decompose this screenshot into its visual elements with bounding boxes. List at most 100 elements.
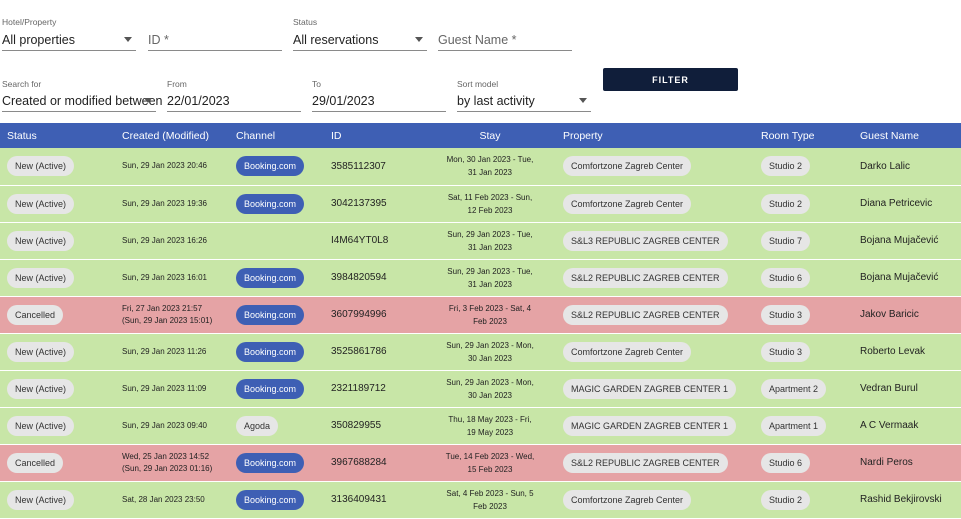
hotel-label: Hotel/Property <box>2 17 57 27</box>
created-cell: Wed, 25 Jan 2023 14:52 (Sun, 29 Jan 2023 … <box>115 444 229 481</box>
id-cell: 3136409431 <box>324 481 424 518</box>
reservation-id[interactable]: 2321189712 <box>331 383 386 394</box>
chevron-down-icon <box>579 98 587 103</box>
reservation-id[interactable]: 3042137395 <box>331 198 387 209</box>
reservation-id[interactable]: 3525861786 <box>331 346 387 357</box>
status-cell: New (Active) <box>0 259 115 296</box>
column-header-property[interactable]: Property <box>563 129 603 142</box>
column-header-room-type[interactable]: Room Type <box>761 129 815 142</box>
room-type-chip: Studio 6 <box>761 267 811 288</box>
room-type-cell: Apartment 2 <box>739 370 853 407</box>
table-row[interactable]: New (Active) Sat, 28 Jan 2023 23:50 Book… <box>0 481 961 518</box>
created-date: Sun, 29 Jan 2023 16:26 <box>122 235 207 245</box>
guest-name-field[interactable]: Guest Name * <box>438 14 572 51</box>
column-header-id[interactable]: ID <box>331 129 342 142</box>
table-row[interactable]: New (Active) Sun, 29 Jan 2023 11:26 Book… <box>0 333 961 370</box>
table-row[interactable]: Cancelled Wed, 25 Jan 2023 14:52 (Sun, 29… <box>0 444 961 481</box>
modified-date: (Sun, 29 Jan 2023 15:01) <box>122 315 213 325</box>
guest-cell: Rashid Bekjirovski <box>853 481 961 518</box>
status-cell: New (Active) <box>0 333 115 370</box>
column-header-stay[interactable]: Stay <box>479 129 501 142</box>
reservation-id[interactable]: 3967688284 <box>331 457 387 468</box>
property-cell: S&L2 REPUBLIC ZAGREB CENTER <box>556 259 739 296</box>
stay-cell: Sun, 29 Jan 2023 - Tue, 31 Jan 2023 <box>424 222 556 259</box>
stay-line-2: 31 Jan 2023 <box>467 279 513 289</box>
reservation-id[interactable]: 3136409431 <box>331 494 387 505</box>
table-row[interactable]: Cancelled Fri, 27 Jan 2023 21:57 (Sun, 29… <box>0 296 961 333</box>
stay-cell: Sat, 4 Feb 2023 - Sun, 5 Feb 2023 <box>424 481 556 518</box>
created-date: Sun, 29 Jan 2023 16:01 <box>122 272 207 282</box>
column-header-created[interactable]: Created (Modified) <box>122 129 209 142</box>
status-cell: Cancelled <box>0 444 115 481</box>
created-cell: Sun, 29 Jan 2023 16:01 <box>115 259 229 296</box>
room-type-chip: Apartment 2 <box>761 378 827 399</box>
room-type-cell: Studio 2 <box>739 148 853 185</box>
stay-line-1: Sun, 29 Jan 2023 - Mon, <box>446 377 534 387</box>
reservation-id[interactable]: 3607994996 <box>331 309 387 320</box>
status-chip: Cancelled <box>7 304 64 325</box>
created-date: Sun, 29 Jan 2023 11:26 <box>122 346 207 356</box>
channel-cell: Booking.com <box>229 481 324 518</box>
stay-line-2: 19 May 2023 <box>466 427 514 437</box>
status-chip: New (Active) <box>7 415 75 436</box>
status-chip: New (Active) <box>7 341 75 362</box>
to-date-field[interactable]: To 29/01/2023 <box>312 75 446 112</box>
room-type-cell: Studio 6 <box>739 444 853 481</box>
room-type-chip: Studio 2 <box>761 193 811 214</box>
chevron-down-icon <box>415 37 423 42</box>
status-cell: New (Active) <box>0 185 115 222</box>
sort-select[interactable]: Sort model by last activity <box>457 75 591 112</box>
created-cell: Sat, 28 Jan 2023 23:50 <box>115 481 229 518</box>
guest-cell: Vedran Burul <box>853 370 961 407</box>
created-cell: Sun, 29 Jan 2023 20:46 <box>115 148 229 185</box>
room-type-cell: Studio 7 <box>739 222 853 259</box>
id-cell: I4M64YT0L8 <box>324 222 424 259</box>
stay-cell: Tue, 14 Feb 2023 - Wed, 15 Feb 2023 <box>424 444 556 481</box>
stay-cell: Fri, 3 Feb 2023 - Sat, 4 Feb 2023 <box>424 296 556 333</box>
table-row[interactable]: New (Active) Sun, 29 Jan 2023 09:40 Agod… <box>0 407 961 444</box>
table-row[interactable]: New (Active) Sun, 29 Jan 2023 16:01 Book… <box>0 259 961 296</box>
reservation-id[interactable]: 350829955 <box>331 420 382 431</box>
hotel-select[interactable]: Hotel/Property All properties <box>2 14 136 51</box>
stay-line-2: 31 Jan 2023 <box>467 242 513 252</box>
table-row[interactable]: New (Active) Sun, 29 Jan 2023 16:26 I4M6… <box>0 222 961 259</box>
id-field[interactable]: ID * <box>148 14 282 51</box>
channel-cell: Booking.com <box>229 259 324 296</box>
stay-cell: Sun, 29 Jan 2023 - Tue, 31 Jan 2023 <box>424 259 556 296</box>
reservation-id[interactable]: 3984820594 <box>331 272 387 283</box>
to-label: To <box>312 79 321 89</box>
guest-name: Roberto Levak <box>860 346 926 357</box>
channel-chip: Agoda <box>236 415 279 436</box>
channel-chip: Booking.com <box>236 267 305 288</box>
column-header-guest-name[interactable]: Guest Name <box>860 129 919 142</box>
table-row[interactable]: New (Active) Sun, 29 Jan 2023 11:09 Book… <box>0 370 961 407</box>
column-header-channel[interactable]: Channel <box>236 129 276 142</box>
from-date-field[interactable]: From 22/01/2023 <box>167 75 301 112</box>
reservation-id[interactable]: 3585112307 <box>331 160 386 172</box>
stay-line-2: Feb 2023 <box>473 501 507 511</box>
stay-line-1: Sat, 4 Feb 2023 - Sun, 5 <box>446 488 534 498</box>
guest-name: Diana Petricevic <box>860 198 933 209</box>
guest-name: Nardi Peros <box>860 457 913 468</box>
chevron-down-icon <box>124 37 132 42</box>
status-cell: Cancelled <box>0 296 115 333</box>
channel-cell: Booking.com <box>229 296 324 333</box>
channel-chip: Booking.com <box>236 341 305 362</box>
column-header-status[interactable]: Status <box>7 129 37 142</box>
reservation-id[interactable]: I4M64YT0L8 <box>331 235 389 246</box>
property-cell: MAGIC GARDEN ZAGREB CENTER 1 <box>556 407 739 444</box>
channel-chip: Booking.com <box>236 489 305 510</box>
status-select[interactable]: Status All reservations <box>293 14 427 51</box>
room-type-chip: Studio 7 <box>761 230 811 251</box>
guest-cell: Bojana Mujačević <box>853 222 961 259</box>
search-for-select[interactable]: Search for Created or modified between <box>2 75 163 112</box>
table-row[interactable]: New (Active) Sun, 29 Jan 2023 19:36 Book… <box>0 185 961 222</box>
filter-button[interactable]: FILTER <box>603 68 738 91</box>
stay-line-2: 15 Feb 2023 <box>467 464 513 474</box>
channel-cell: Booking.com <box>229 370 324 407</box>
table-row[interactable]: New (Active) Sun, 29 Jan 2023 20:46 Book… <box>0 148 961 185</box>
table-header-row: Status Created (Modified) Channel ID Sta… <box>0 123 961 148</box>
filter-panel: Hotel/Property All properties ID * Statu… <box>0 0 961 123</box>
stay-line-1: Sun, 29 Jan 2023 - Mon, <box>446 340 534 350</box>
chevron-down-icon <box>144 98 152 103</box>
